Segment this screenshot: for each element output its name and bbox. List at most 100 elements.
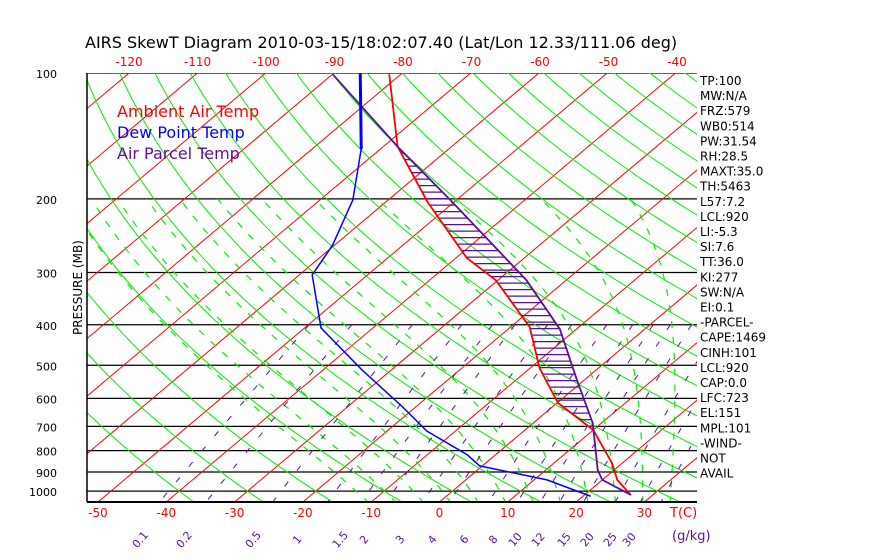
parcel-temp-line xyxy=(332,74,631,496)
dry-adiabat-line xyxy=(507,73,697,216)
bottom-temp-tick-label: -30 xyxy=(225,506,245,520)
x-axis-label: T(C) xyxy=(669,506,697,521)
moist-adiabat-line xyxy=(90,198,397,502)
data-point xyxy=(311,274,314,276)
mixing-ratio-tick-label: 4 xyxy=(425,533,439,547)
data-point xyxy=(616,479,619,481)
data-point xyxy=(589,495,591,497)
isotherm-line xyxy=(233,111,697,502)
pressure-tick-label: 500 xyxy=(36,360,57,373)
pressure-tick-label: 200 xyxy=(36,194,57,207)
data-point xyxy=(629,493,632,496)
data-point xyxy=(528,326,531,328)
top-temp-tick-label: -110 xyxy=(184,55,211,69)
mixing-ratio-unit-label: (g/kg) xyxy=(672,529,711,544)
mixing-ratio-line xyxy=(559,324,671,502)
legend-item: Air Parcel Temp xyxy=(117,144,240,163)
index-label: EI:0.1 xyxy=(700,301,734,315)
pressure-tick-label: 1000 xyxy=(29,486,57,499)
data-point xyxy=(557,402,559,404)
data-point xyxy=(466,454,469,456)
mixing-ratio-line xyxy=(614,360,697,502)
index-label: CAP:0.0 xyxy=(700,376,747,390)
top-temp-tick-label: -80 xyxy=(393,55,413,69)
bottom-temp-tick-label: 10 xyxy=(500,506,515,520)
top-temp-tick-label: -50 xyxy=(599,55,619,69)
pressure-tick-label: 100 xyxy=(36,68,57,81)
top-temp-tick-label: -70 xyxy=(462,55,482,69)
index-label: SW:N/A xyxy=(700,285,745,299)
legend: Ambient Air Temp Dew Point Temp Air Parcel… xyxy=(117,102,259,163)
chart-title: AIRS SkewT Diagram 2010-03-15/18:02:07.4… xyxy=(85,33,677,52)
index-label: L57:7.2 xyxy=(700,195,745,209)
mixing-ratio-tick-label: 0.5 xyxy=(243,529,264,551)
data-point xyxy=(611,462,613,464)
dry-adiabat-line xyxy=(366,73,697,328)
pressure-tick-label: 300 xyxy=(36,268,57,281)
isotherm-line xyxy=(575,399,697,502)
index-label: LI:-5.3 xyxy=(700,225,738,239)
index-label: KI:277 xyxy=(700,270,738,284)
dry-adiabat-line xyxy=(777,64,870,503)
pressure-tick-label: 900 xyxy=(36,467,57,480)
index-label: WB0:514 xyxy=(700,119,755,133)
data-point xyxy=(525,279,528,282)
index-label: EL:151 xyxy=(700,406,741,420)
mixing-ratio-tick-label: 0.1 xyxy=(130,529,151,551)
data-point xyxy=(396,145,399,148)
bottom-temp-tick-label: -20 xyxy=(293,506,313,520)
background-grid xyxy=(87,64,870,504)
dry-adiabat-line xyxy=(87,78,543,502)
mixing-ratio-tick-label: 15 xyxy=(555,530,574,549)
mixing-ratio-tick-label: 1.5 xyxy=(330,529,351,551)
mixing-ratio-line xyxy=(639,399,697,502)
profile-series xyxy=(311,73,632,497)
index-label: SI:7.6 xyxy=(700,240,734,254)
isotherm-line xyxy=(779,64,870,504)
dry-adiabat-line xyxy=(87,158,473,502)
bottom-temp-tick-label: 20 xyxy=(568,506,583,520)
mixing-ratio-line xyxy=(272,324,413,502)
isotherm-line xyxy=(87,73,267,225)
bottom-temp-tick-label: -50 xyxy=(88,506,108,520)
bottom-temp-tick-label: 30 xyxy=(637,506,652,520)
dry-adiabat-line xyxy=(154,73,682,502)
dewpoint-thick-segment xyxy=(358,73,363,150)
dry-adiabat-line xyxy=(743,64,870,503)
data-point xyxy=(426,200,429,203)
mixing-ratio-line xyxy=(660,434,697,502)
data-point xyxy=(352,198,354,201)
data-point xyxy=(601,479,604,481)
isotherm-line xyxy=(87,73,540,455)
data-point xyxy=(559,328,561,331)
index-label: MAXT:35.0 xyxy=(700,165,763,179)
dewpoint-line xyxy=(311,73,591,497)
index-label: -WIND- xyxy=(700,436,742,450)
moist-adiabat-line xyxy=(217,198,507,502)
isotherm-line xyxy=(507,341,697,502)
mixing-ratio-tick-label: 25 xyxy=(601,530,620,549)
dry-adiabat-line xyxy=(847,64,870,503)
isotherm-line xyxy=(87,73,472,397)
bottom-temp-tick-label: -10 xyxy=(361,506,381,520)
moist-adiabat-line xyxy=(540,198,644,502)
index-label: TP:100 xyxy=(699,74,742,88)
dry-adiabat-line xyxy=(118,73,612,502)
data-point xyxy=(538,367,541,369)
mixing-ratio-tick-label: 20 xyxy=(578,530,597,549)
moist-adiabat-line xyxy=(179,198,479,502)
pressure-tick-label: 700 xyxy=(36,421,57,434)
mixing-ratio-line xyxy=(158,324,310,502)
mixing-ratio-tick-label: 30 xyxy=(620,530,639,549)
index-label: TT:36.0 xyxy=(699,255,744,269)
data-point xyxy=(478,465,481,467)
index-label: RH:28.5 xyxy=(700,150,748,164)
dry-adiabat-line xyxy=(260,73,697,417)
index-label: PW:31.54 xyxy=(700,134,757,148)
dry-adiabat-line xyxy=(87,411,195,502)
isotherm-line xyxy=(438,284,697,502)
legend-item: Dew Point Temp xyxy=(117,123,245,142)
index-label: TH:5463 xyxy=(699,180,751,194)
